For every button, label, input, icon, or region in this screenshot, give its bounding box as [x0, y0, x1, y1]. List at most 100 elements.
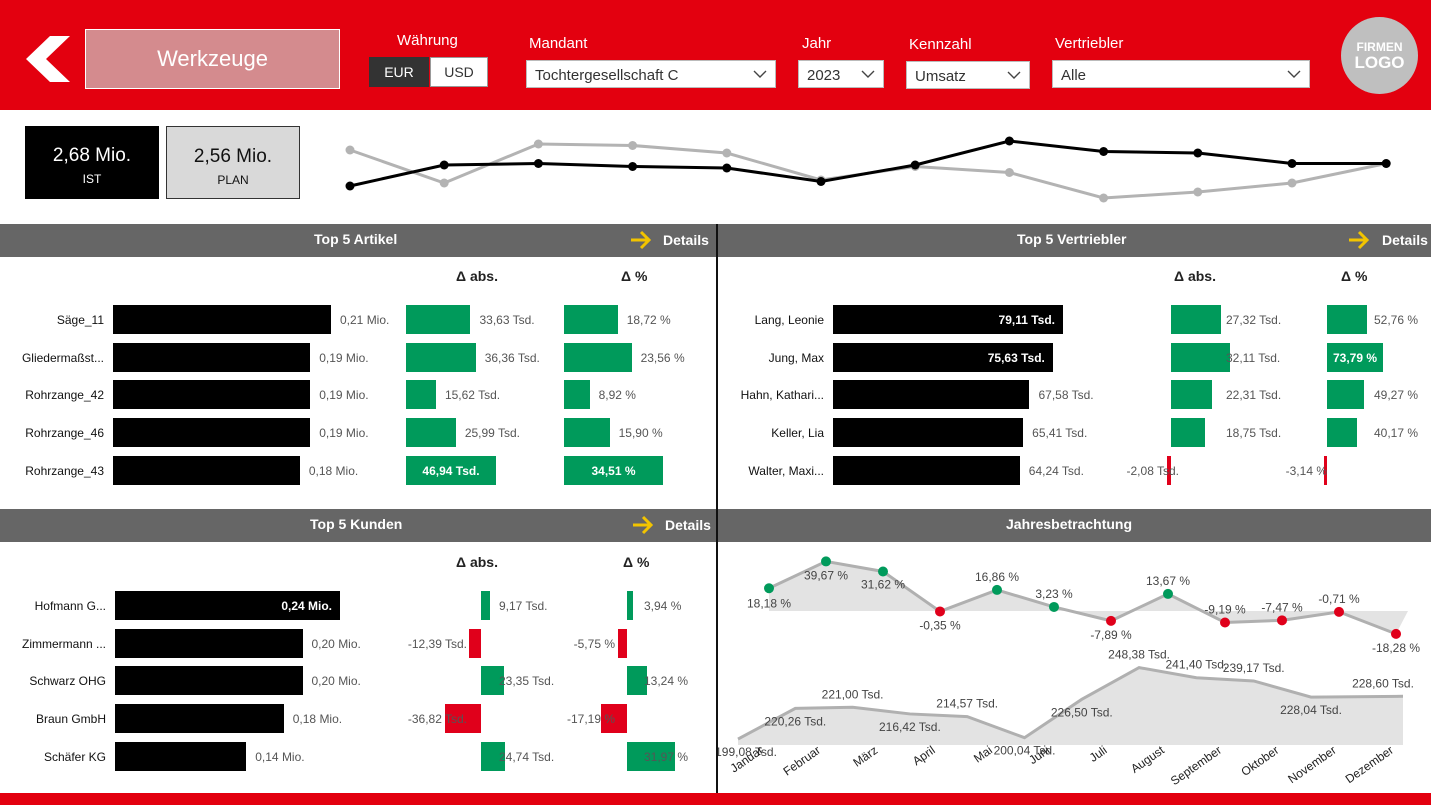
pct-point[interactable]: [821, 556, 831, 567]
kunden-abs-bar[interactable]: [481, 666, 504, 696]
pct-point[interactable]: [1277, 615, 1287, 626]
back-arrow-icon[interactable]: [22, 34, 72, 84]
artikel-row-label[interactable]: Gliedermaßst...: [21, 350, 104, 365]
vertriebler-abs-value: 22,31 Tsd.: [1226, 388, 1282, 403]
vertriebler-bar[interactable]: [833, 455, 1020, 485]
vertriebler-row-label[interactable]: Jung, Max: [768, 350, 824, 365]
vertriebler-dropdown[interactable]: Alle: [1052, 60, 1310, 88]
kunden-pct-bar[interactable]: [627, 741, 675, 771]
arrow-right-icon[interactable]: [632, 515, 654, 535]
kunden-pct-bar[interactable]: [601, 704, 627, 734]
kunden-abs-bar[interactable]: [445, 704, 481, 734]
artikel-row-label[interactable]: Rohrzange_43: [25, 463, 104, 478]
vertriebler-abs-bar[interactable]: [1171, 418, 1206, 448]
pct-point[interactable]: [1334, 606, 1344, 617]
artikel-pct-bar[interactable]: [564, 455, 663, 485]
artikel-pct-bar[interactable]: [564, 305, 618, 334]
artikel-row-label[interactable]: Rohrzange_42: [25, 388, 104, 403]
kunden-abs-bar[interactable]: [468, 628, 481, 658]
pct-point[interactable]: [935, 606, 945, 617]
kunden-row-label[interactable]: Zimmermann ...: [21, 636, 106, 651]
vertriebler-bar[interactable]: [833, 418, 1024, 448]
artikel-abs-bar[interactable]: [406, 455, 496, 485]
trend-point-plan: [1193, 187, 1203, 197]
pct-point[interactable]: [1163, 588, 1173, 599]
artikel-bar[interactable]: [113, 380, 311, 410]
kunden-bar[interactable]: [115, 628, 303, 658]
artikel-pct-bar[interactable]: [564, 418, 610, 448]
artikel-abs-bar[interactable]: [406, 305, 471, 334]
kunden-row-label[interactable]: Schwarz OHG: [29, 674, 106, 689]
vertriebler-bar[interactable]: [833, 380, 1030, 410]
pct-point[interactable]: [764, 583, 774, 594]
pct-point[interactable]: [1049, 601, 1059, 612]
vertriebler-abs-bar[interactable]: [1171, 342, 1230, 372]
arrow-right-icon[interactable]: [630, 230, 652, 250]
vertriebler-bar[interactable]: [833, 342, 1053, 372]
kunden-abs-bar[interactable]: [481, 591, 490, 620]
vertriebler-pct-bar[interactable]: [1324, 455, 1327, 485]
artikel-row-label[interactable]: Säge_11: [56, 313, 104, 327]
kunden-bar[interactable]: [115, 666, 303, 696]
kunden-pct-bar[interactable]: [627, 666, 647, 696]
jahr-dropdown[interactable]: 2023: [798, 60, 884, 88]
vertriebler-row-label[interactable]: Walter, Maxi...: [748, 463, 824, 478]
vertriebler-row-label[interactable]: Hahn, Kathari...: [740, 388, 824, 403]
vertriebler-label: Vertriebler: [1055, 35, 1124, 52]
pct-point[interactable]: [992, 584, 1002, 595]
kunden-bar[interactable]: [115, 591, 340, 620]
kunden-pct-bar[interactable]: [618, 628, 627, 658]
kennzahl-dropdown[interactable]: Umsatz: [906, 61, 1030, 89]
kunden-abs-bar[interactable]: [481, 741, 506, 771]
kunden-row-label[interactable]: Schäfer KG: [43, 749, 106, 764]
vertriebler-row-label[interactable]: Lang, Leonie: [754, 313, 824, 327]
kunden-row-label[interactable]: Braun GmbH: [35, 712, 106, 727]
mandant-dropdown[interactable]: Tochtergesellschaft C: [526, 60, 776, 88]
details-link-vertriebler[interactable]: Details: [1382, 232, 1428, 248]
kunden-bar[interactable]: [115, 741, 247, 771]
value-label: 228,60 Tsd.: [1352, 676, 1414, 690]
chevron-down-icon: [753, 70, 767, 78]
kunden-bar[interactable]: [115, 704, 284, 734]
artikel-bar[interactable]: [113, 342, 311, 372]
month-label: Oktober: [1238, 743, 1281, 779]
vertriebler-abs-bar[interactable]: [1167, 455, 1171, 485]
artikel-abs-bar[interactable]: [406, 418, 456, 448]
artikel-col-abs: Δ abs.: [456, 268, 498, 284]
trend-point-ist: [910, 160, 920, 170]
jahr-value: 2023: [807, 67, 841, 84]
artikel-bar[interactable]: [113, 418, 311, 448]
arrow-right-icon[interactable]: [1348, 230, 1370, 250]
pct-area: [769, 561, 1408, 634]
details-link-artikel[interactable]: Details: [663, 232, 709, 248]
vertriebler-pct-bar[interactable]: [1327, 305, 1368, 334]
pct-point[interactable]: [878, 566, 888, 577]
kunden-row-label[interactable]: Hofmann G...: [34, 599, 106, 613]
vertriebler-pct-bar[interactable]: [1327, 418, 1358, 448]
artikel-bar[interactable]: [113, 305, 331, 334]
vertriebler-bar[interactable]: [833, 305, 1063, 334]
section-bar-artikel: Top 5 Artikel Details: [0, 224, 716, 257]
vertriebler-abs-bar[interactable]: [1171, 380, 1212, 410]
pct-point[interactable]: [1106, 615, 1116, 626]
artikel-pct-bar[interactable]: [564, 380, 590, 410]
vertriebler-pct-bar[interactable]: [1327, 342, 1383, 372]
section-bar-jahresbetrachtung: Jahresbetrachtung: [718, 509, 1431, 542]
pct-point[interactable]: [1220, 617, 1230, 628]
artikel-pct-bar[interactable]: [564, 342, 632, 372]
details-link-kunden[interactable]: Details: [665, 517, 711, 533]
artikel-row-label[interactable]: Rohrzange_46: [25, 426, 104, 441]
vertriebler-abs-bar[interactable]: [1171, 305, 1222, 334]
artikel-abs-bar[interactable]: [406, 380, 436, 410]
kpi-ist-value: 2,68 Mio.: [52, 145, 132, 166]
vertriebler-pct-bar[interactable]: [1327, 380, 1365, 410]
kunden-pct-bar[interactable]: [627, 591, 633, 620]
trend-point-plan: [1099, 193, 1109, 203]
currency-eur-button[interactable]: EUR: [369, 57, 429, 87]
artikel-bar[interactable]: [113, 455, 300, 485]
vertriebler-row-label[interactable]: Keller, Lia: [771, 426, 824, 441]
currency-usd-button[interactable]: USD: [430, 57, 488, 87]
artikel-abs-value: 15,62 Tsd.: [444, 388, 501, 403]
pct-point[interactable]: [1391, 628, 1401, 639]
artikel-abs-bar[interactable]: [406, 342, 476, 372]
